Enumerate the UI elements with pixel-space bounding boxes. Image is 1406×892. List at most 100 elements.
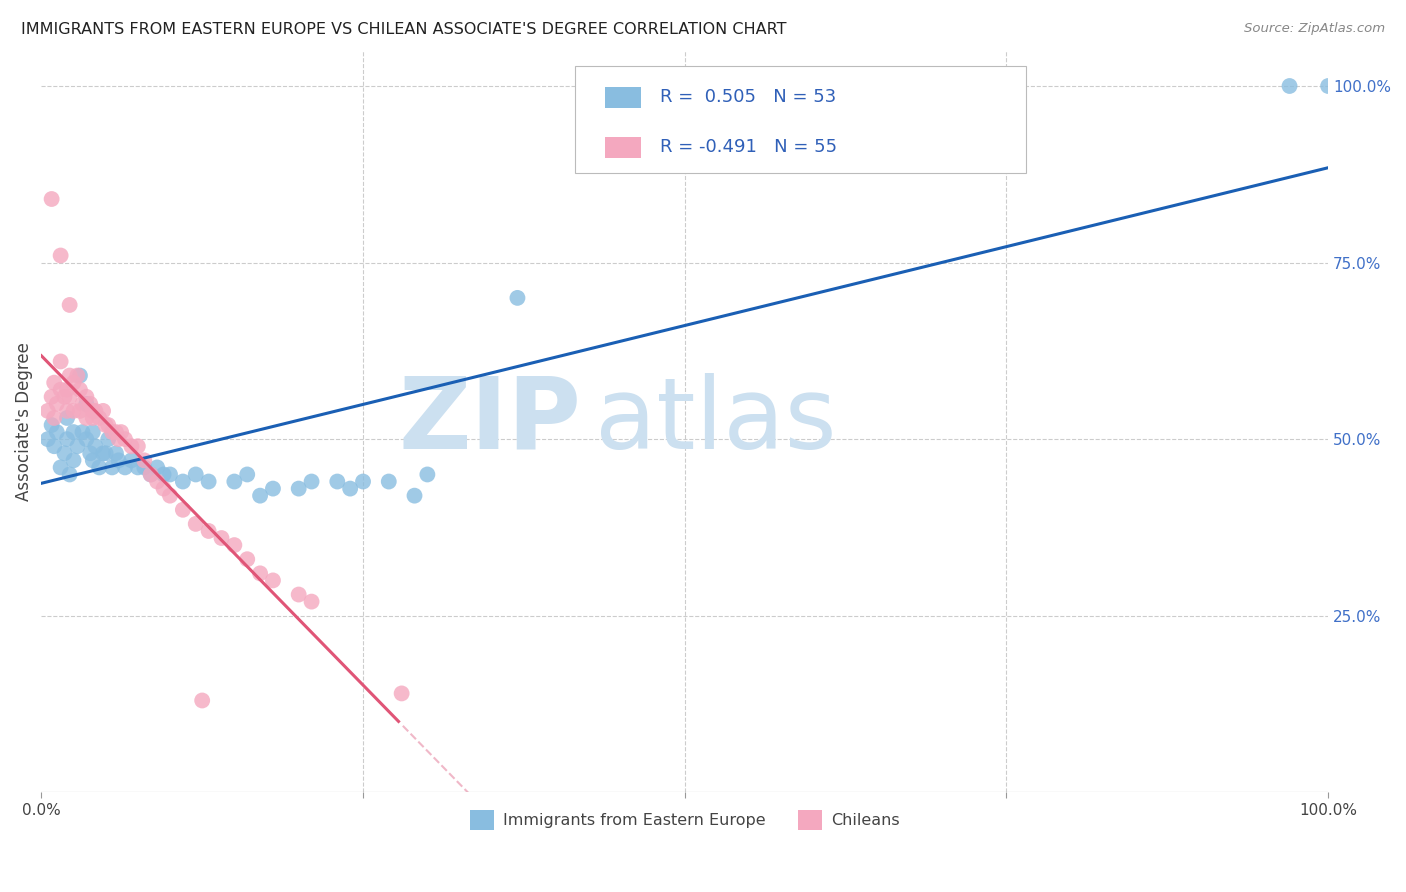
Point [94, 417, 117, 432]
Point [41, 192, 63, 206]
Point [120, 453, 142, 467]
Point [69, 383, 91, 397]
Point [224, 475, 246, 489]
Text: IMMIGRANTS FROM EASTERN EUROPE VS CHILEAN ASSOCIATE'S DEGREE CORRELATION CHART: IMMIGRANTS FROM EASTERN EUROPE VS CHILEA… [21, 22, 786, 37]
Point [59, 298, 82, 312]
Point [249, 489, 271, 503]
Point [44, 439, 66, 453]
Point [416, 467, 439, 482]
Point [82, 411, 104, 425]
Point [191, 693, 214, 707]
Point [110, 425, 132, 439]
Point [146, 460, 169, 475]
Point [75, 411, 97, 425]
Point [146, 475, 169, 489]
Point [89, 411, 111, 425]
Point [79, 397, 101, 411]
Point [75, 390, 97, 404]
Point [49, 383, 72, 397]
Point [56, 411, 79, 425]
Point [159, 489, 181, 503]
Point [107, 432, 129, 446]
Point [391, 686, 413, 700]
Point [89, 460, 111, 475]
Point [287, 482, 309, 496]
Point [75, 397, 97, 411]
Point [506, 291, 529, 305]
Y-axis label: Associate's Degree: Associate's Degree [15, 342, 32, 501]
Point [114, 432, 136, 446]
Point [37, 432, 59, 446]
Point [301, 475, 323, 489]
Point [152, 482, 174, 496]
Point [211, 531, 233, 545]
Point [56, 383, 79, 397]
Point [262, 574, 284, 588]
FancyBboxPatch shape [605, 87, 641, 108]
Point [56, 432, 79, 446]
Point [45, 425, 67, 439]
Point [127, 439, 149, 453]
Point [97, 417, 120, 432]
Point [49, 248, 72, 262]
Point [79, 446, 101, 460]
Point [91, 446, 114, 460]
Point [107, 453, 129, 467]
Point [62, 453, 84, 467]
Point [82, 425, 104, 439]
Point [127, 460, 149, 475]
Point [139, 467, 162, 482]
Point [53, 390, 76, 404]
Point [301, 594, 323, 608]
FancyBboxPatch shape [605, 137, 641, 158]
Point [404, 489, 426, 503]
Point [49, 460, 72, 475]
Point [45, 397, 67, 411]
Point [339, 482, 361, 496]
Text: ZIP: ZIP [399, 373, 582, 470]
Point [53, 446, 76, 460]
Point [59, 368, 82, 383]
Point [134, 453, 156, 467]
Point [66, 439, 89, 453]
Point [1278, 78, 1301, 93]
Legend: Immigrants from Eastern Europe, Chileans: Immigrants from Eastern Europe, Chileans [463, 804, 907, 836]
Point [224, 538, 246, 552]
Point [197, 524, 219, 538]
Point [184, 516, 207, 531]
Point [69, 368, 91, 383]
Point [59, 467, 82, 482]
Point [378, 475, 401, 489]
Point [172, 503, 194, 517]
Point [326, 475, 349, 489]
Point [236, 467, 259, 482]
Point [184, 467, 207, 482]
Point [287, 588, 309, 602]
Point [104, 446, 127, 460]
Point [84, 404, 107, 418]
Text: Source: ZipAtlas.com: Source: ZipAtlas.com [1244, 22, 1385, 36]
Point [62, 425, 84, 439]
Point [75, 432, 97, 446]
Point [59, 390, 82, 404]
Point [236, 552, 259, 566]
FancyBboxPatch shape [575, 65, 1026, 173]
Text: R = -0.491   N = 55: R = -0.491 N = 55 [661, 138, 838, 156]
Point [91, 404, 114, 418]
Point [49, 354, 72, 368]
Point [56, 404, 79, 418]
Point [101, 425, 124, 439]
Point [69, 404, 91, 418]
Point [44, 376, 66, 390]
Point [134, 460, 156, 475]
Point [262, 482, 284, 496]
Point [72, 397, 94, 411]
Point [172, 475, 194, 489]
Point [97, 432, 120, 446]
Point [1317, 78, 1340, 93]
Point [249, 566, 271, 581]
Point [139, 467, 162, 482]
Point [104, 425, 127, 439]
Point [84, 439, 107, 453]
Point [152, 467, 174, 482]
